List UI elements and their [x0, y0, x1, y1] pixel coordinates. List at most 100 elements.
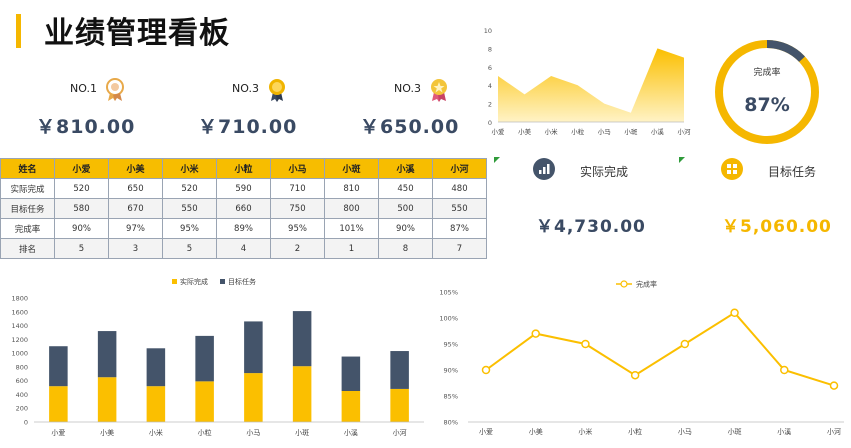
data-point [481, 365, 491, 375]
y-tick-label: 200 [16, 405, 28, 413]
x-tick-label: 小斑 [728, 427, 742, 436]
stacked-bar-chart: 实际完成 目标任务 0 200 400 600 800 1000 1200 1400 1600 180… [11, 277, 424, 437]
x-tick-label: 小爱 [492, 127, 506, 136]
legend-swatch [172, 279, 177, 284]
table-row: 实际完成 520 650 520 590 710 810 450 480 [0, 178, 487, 199]
table-cell: 580 [54, 198, 109, 219]
y-tick-label: 600 [16, 377, 28, 385]
table-header: 小粒 [216, 158, 271, 179]
data-point [531, 329, 540, 338]
y-tick-label: 400 [16, 391, 28, 399]
rank-amount-1: ￥810.00 [36, 116, 136, 138]
x-tick-label: 小斑 [295, 428, 309, 437]
table-header: 小美 [108, 158, 163, 179]
table-cell: 710 [270, 178, 325, 199]
title-accent-bar [16, 14, 21, 48]
x-tick-label: 小溪 [344, 428, 358, 437]
table-row: 完成率 90% 97% 95% 89% 95% 101% 90% 87% [0, 218, 487, 239]
table-cell: 5 [54, 238, 109, 259]
y-tick-label: 1600 [11, 308, 28, 316]
y-tick-label: 8 [488, 45, 492, 53]
table-header-row: 姓名 小爱 小美 小米 小粒 小马 小斑 小溪 小河 [0, 158, 487, 179]
y-tick-label: 85% [444, 393, 458, 401]
rank-amount-2: ￥710.00 [198, 116, 298, 138]
y-tick-label: 10 [484, 27, 492, 35]
area-series [498, 48, 684, 122]
table-header: 小溪 [378, 158, 433, 179]
table-cell: 90% [54, 218, 109, 239]
medal-icon [106, 78, 124, 101]
completion-line-chart: 完成率 80% 85% 90% 95% 100% 105% 小爱 小美 小米 小粒 小马 小斑 小溪 小河 [440, 280, 844, 436]
x-tick-label: 小粒 [198, 428, 212, 437]
actual-value: ￥4,730.00 [536, 217, 646, 237]
y-tick-label: 1200 [11, 336, 28, 344]
gauge-label: 完成率 [753, 66, 780, 78]
y-tick-label: 95% [444, 341, 458, 349]
bar [244, 373, 263, 422]
y-tick-label: 1000 [11, 350, 28, 358]
table-cell: 810 [324, 178, 379, 199]
table-header: 小爱 [54, 158, 109, 179]
data-point [730, 308, 739, 318]
table-cell: 2 [270, 238, 325, 259]
table-cell: 800 [324, 198, 379, 219]
row-label: 目标任务 [0, 198, 55, 219]
table-cell: 450 [378, 178, 433, 199]
table-cell: 89% [216, 218, 271, 239]
bar [341, 391, 361, 422]
table-cell: 520 [54, 178, 109, 199]
row-label: 实际完成 [0, 178, 55, 199]
gauge-remaining-arc [715, 40, 819, 144]
x-tick-label: 小河 [678, 127, 692, 136]
data-point [680, 339, 690, 349]
gauge-value: 87% [744, 94, 789, 116]
data-point [780, 365, 789, 375]
table-cell: 520 [162, 178, 217, 199]
table-row: 目标任务 580 670 550 660 750 800 500 550 [0, 198, 487, 219]
y-tick-label: 2 [488, 101, 492, 109]
bar [49, 386, 68, 422]
x-tick-label: 小爱 [479, 427, 493, 436]
bar [341, 356, 361, 391]
ranking-area-chart: 0 2 4 6 8 10 小爱 小美 小米 小粒 小马 小斑 小溪 小河 [484, 27, 692, 136]
legend-label: 目标任务 [228, 277, 256, 286]
table-cell: 95% [270, 218, 325, 239]
x-tick-label: 小美 [529, 427, 543, 436]
y-tick-label: 1800 [11, 295, 28, 303]
table-cell: 550 [162, 198, 217, 219]
bar [146, 386, 166, 422]
x-tick-label: 小溪 [777, 427, 791, 436]
y-tick-label: 80% [444, 419, 458, 427]
x-tick-label: 小米 [545, 127, 559, 136]
table-cell: 101% [324, 218, 379, 239]
bar [146, 348, 166, 387]
completion-gauge: 完成率 87% [715, 40, 819, 144]
rank-label-1: NO.1 [70, 82, 97, 95]
y-tick-label: 90% [444, 367, 458, 375]
bar [390, 388, 409, 422]
x-tick-label: 小粒 [628, 427, 642, 436]
table-cell: 95% [162, 218, 217, 239]
x-tick-label: 小米 [149, 428, 163, 437]
actual-label: 实际完成 [580, 165, 629, 179]
table-cell: 500 [378, 198, 433, 219]
bar [97, 377, 117, 422]
x-tick-label: 小马 [246, 428, 260, 437]
y-tick-label: 100% [440, 315, 458, 323]
bar [195, 335, 214, 382]
bar [390, 351, 409, 389]
table-cell: 590 [216, 178, 271, 199]
target-label: 目标任务 [768, 165, 817, 179]
row-label: 排名 [0, 238, 55, 259]
row-label: 完成率 [0, 218, 55, 239]
x-tick-label: 小马 [598, 127, 611, 136]
table-cell: 660 [216, 198, 271, 219]
table-header: 小马 [270, 158, 325, 179]
x-tick-label: 小溪 [651, 127, 665, 136]
table-cell: 5 [162, 238, 217, 259]
table-cell: 1 [324, 238, 379, 259]
table-cell: 480 [432, 178, 487, 199]
rank-label-3: NO.3 [394, 82, 421, 95]
y-tick-label: 0 [24, 419, 28, 427]
legend-marker [620, 280, 628, 288]
